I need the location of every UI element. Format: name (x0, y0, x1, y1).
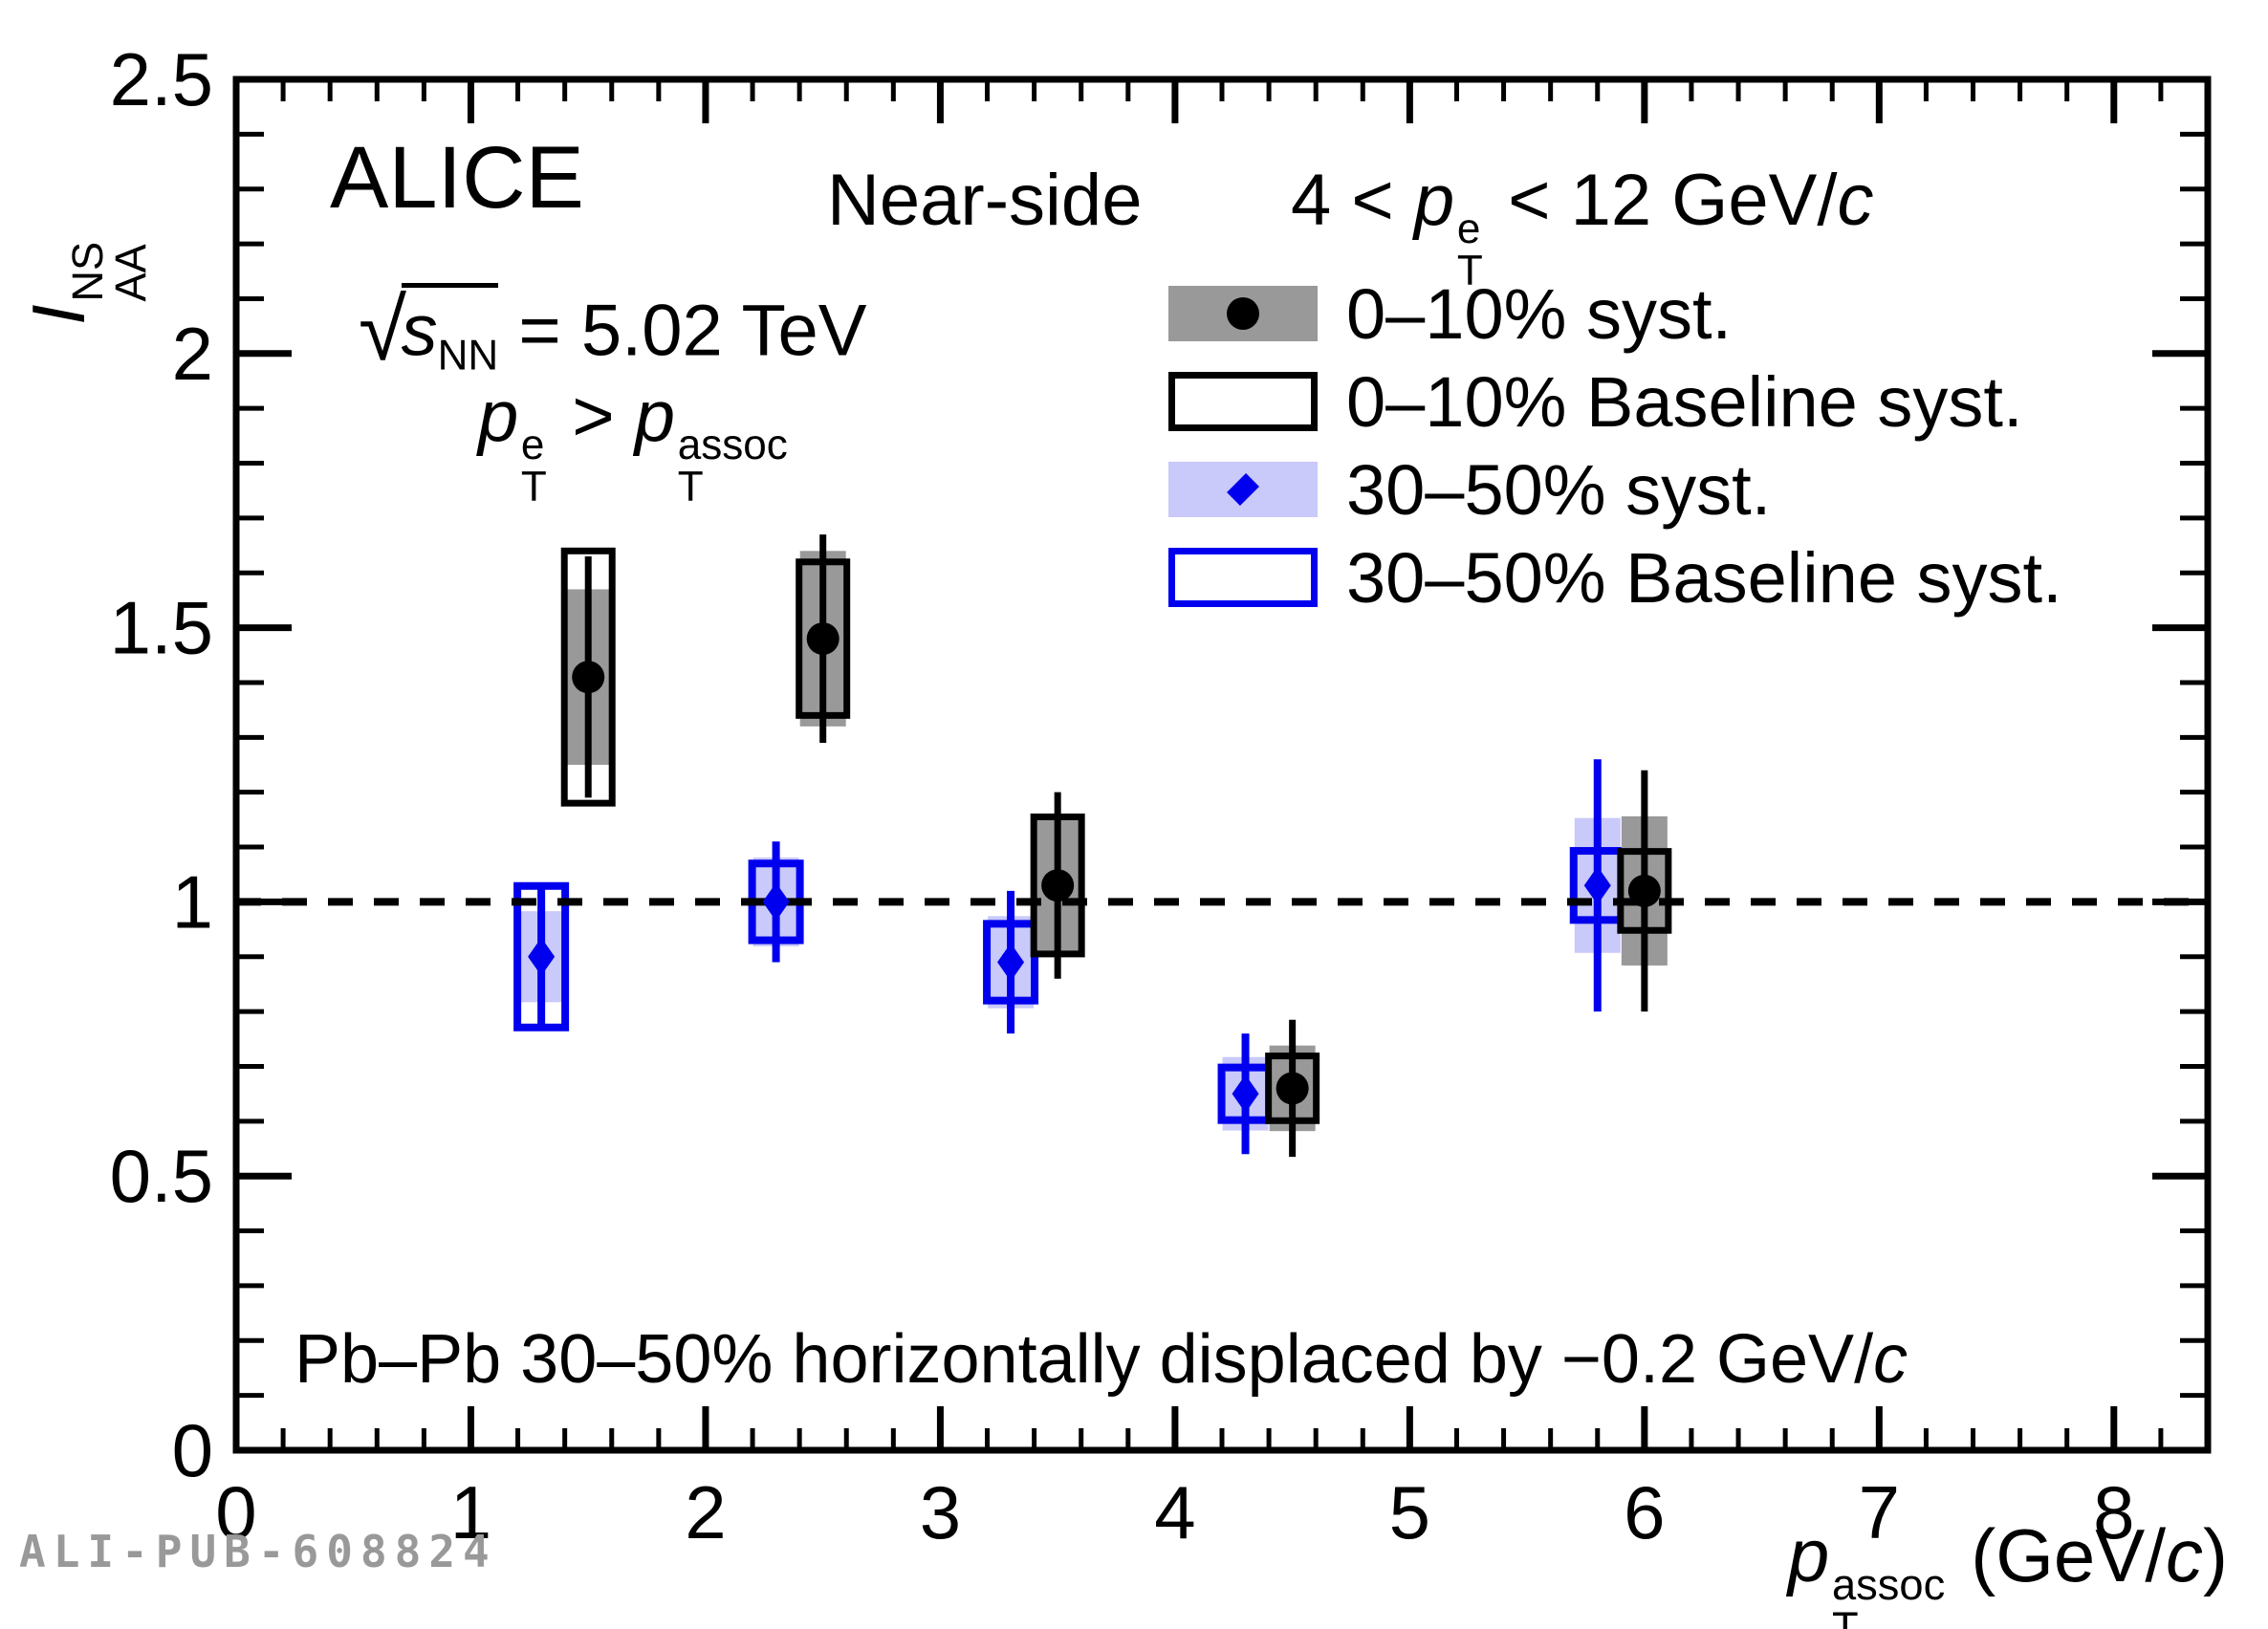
sup-e: e (1456, 205, 1481, 252)
sup-assoc: assoc (677, 421, 788, 468)
y-tick-label: 0 (172, 1408, 213, 1492)
x-tick-label: 1 (450, 1470, 491, 1554)
legend-label: 30–50% Baseline syst. (1346, 537, 2062, 618)
x-axis-title: p assoc T (GeV/c) (1788, 1518, 2228, 1629)
diamond-marker-icon (1227, 473, 1259, 506)
range-lead: 4 < (1291, 160, 1414, 241)
s-symbol: s (401, 290, 438, 372)
legend-label: 0–10% Baseline syst. (1346, 361, 2023, 442)
c-symbol: c (2166, 1513, 2204, 1597)
legend-swatch-30-50-syst (1168, 462, 1318, 517)
data-point-diamond (1232, 1075, 1259, 1114)
data-point-diamond (1583, 866, 1611, 905)
circle-marker-icon (1227, 297, 1259, 330)
sub-T: T (1456, 247, 1483, 294)
unit-close: ) (2203, 1513, 2228, 1597)
c-symbol: c (1837, 160, 1874, 241)
x-tick-label: 6 (1624, 1470, 1665, 1554)
region-name: Near-side (827, 160, 1143, 241)
sub-NN: NN (437, 332, 499, 380)
p-symbol: p (1413, 160, 1455, 241)
p-symbol: p (478, 376, 519, 457)
y-tick-label: 1.5 (110, 586, 213, 670)
0-10%-baseline-syst-box (560, 547, 616, 807)
legend-swatch-0-10-baseline (1168, 372, 1318, 431)
data-point-circle (1276, 1072, 1309, 1105)
displacement-footnote: Pb–Pb 30–50% horizontally displaced by −… (294, 1325, 1908, 1394)
data-point-diamond (528, 937, 556, 976)
x-tick-label: 4 (1154, 1470, 1195, 1554)
watermark-id: ALI-PUB-608824 (19, 1526, 497, 1577)
legend-item-30-50-baseline: 30–50% Baseline syst. (1168, 533, 2062, 621)
data-point-diamond (997, 943, 1025, 982)
energy-value: = 5.02 TeV (498, 290, 867, 372)
x-tick-label: 7 (1859, 1470, 1900, 1554)
unit-open: (GeV/ (1950, 1513, 2167, 1597)
p-symbol: p (634, 376, 676, 457)
x-tick-label: 5 (1389, 1470, 1430, 1554)
x-tick-label: 8 (2093, 1470, 2134, 1554)
experiment-label: ALICE (330, 134, 584, 222)
region-label: Near-side (827, 164, 1142, 237)
sub-T: T (520, 463, 547, 510)
x-tick-label: 2 (685, 1470, 726, 1554)
legend-swatch-0-10-syst (1168, 286, 1318, 341)
sub-T: T (677, 463, 704, 510)
radical-sign: √ (359, 281, 407, 379)
c-symbol: c (1873, 1321, 1908, 1398)
y-tick-label: 1 (172, 859, 213, 944)
x-tick-label: 3 (920, 1470, 961, 1554)
footnote-text: Pb–Pb 30–50% horizontally displaced by −… (294, 1321, 1874, 1398)
plot-frame (232, 76, 2212, 1454)
p-symbol: p (1787, 1513, 1830, 1597)
data-point-circle (572, 661, 605, 694)
experiment-name: ALICE (330, 129, 584, 227)
data-point-diamond (762, 882, 790, 922)
legend-swatch-30-50-baseline (1168, 548, 1318, 607)
range-tail: < 12 GeV/ (1488, 160, 1838, 241)
sup-assoc: assoc (1832, 1560, 1946, 1609)
legend-label: 0–10% syst. (1346, 273, 1733, 354)
y-tick-label: 2 (172, 312, 213, 396)
legend-item-0-10-syst: 0–10% syst. (1168, 270, 1732, 358)
y-tick-label: 2.5 (110, 37, 213, 121)
sup-e: e (520, 421, 545, 468)
sub-T: T (1832, 1603, 1859, 1629)
sup-NS: NS (63, 241, 112, 302)
I-symbol: I (16, 304, 100, 325)
data-point-circle (806, 622, 840, 656)
legend-item-30-50-syst: 30–50% syst. (1168, 445, 1771, 533)
y-axis-title: I NS AA (16, 236, 156, 325)
legend-label: 30–50% syst. (1346, 449, 1772, 530)
data-point-circle (1627, 874, 1661, 907)
y-tick-label: 0.5 (110, 1134, 213, 1218)
figure-watermark: ALI-PUB-608824 (19, 1530, 497, 1574)
data-point-circle (1041, 869, 1075, 902)
sub-AA: AA (106, 244, 156, 302)
collision-energy-label: √sNN = 5.02 TeV (359, 283, 867, 380)
x-tick-label: 0 (215, 1470, 256, 1554)
legend-item-0-10-baseline: 0–10% Baseline syst. (1168, 358, 2023, 445)
greater-than: > (552, 376, 635, 457)
